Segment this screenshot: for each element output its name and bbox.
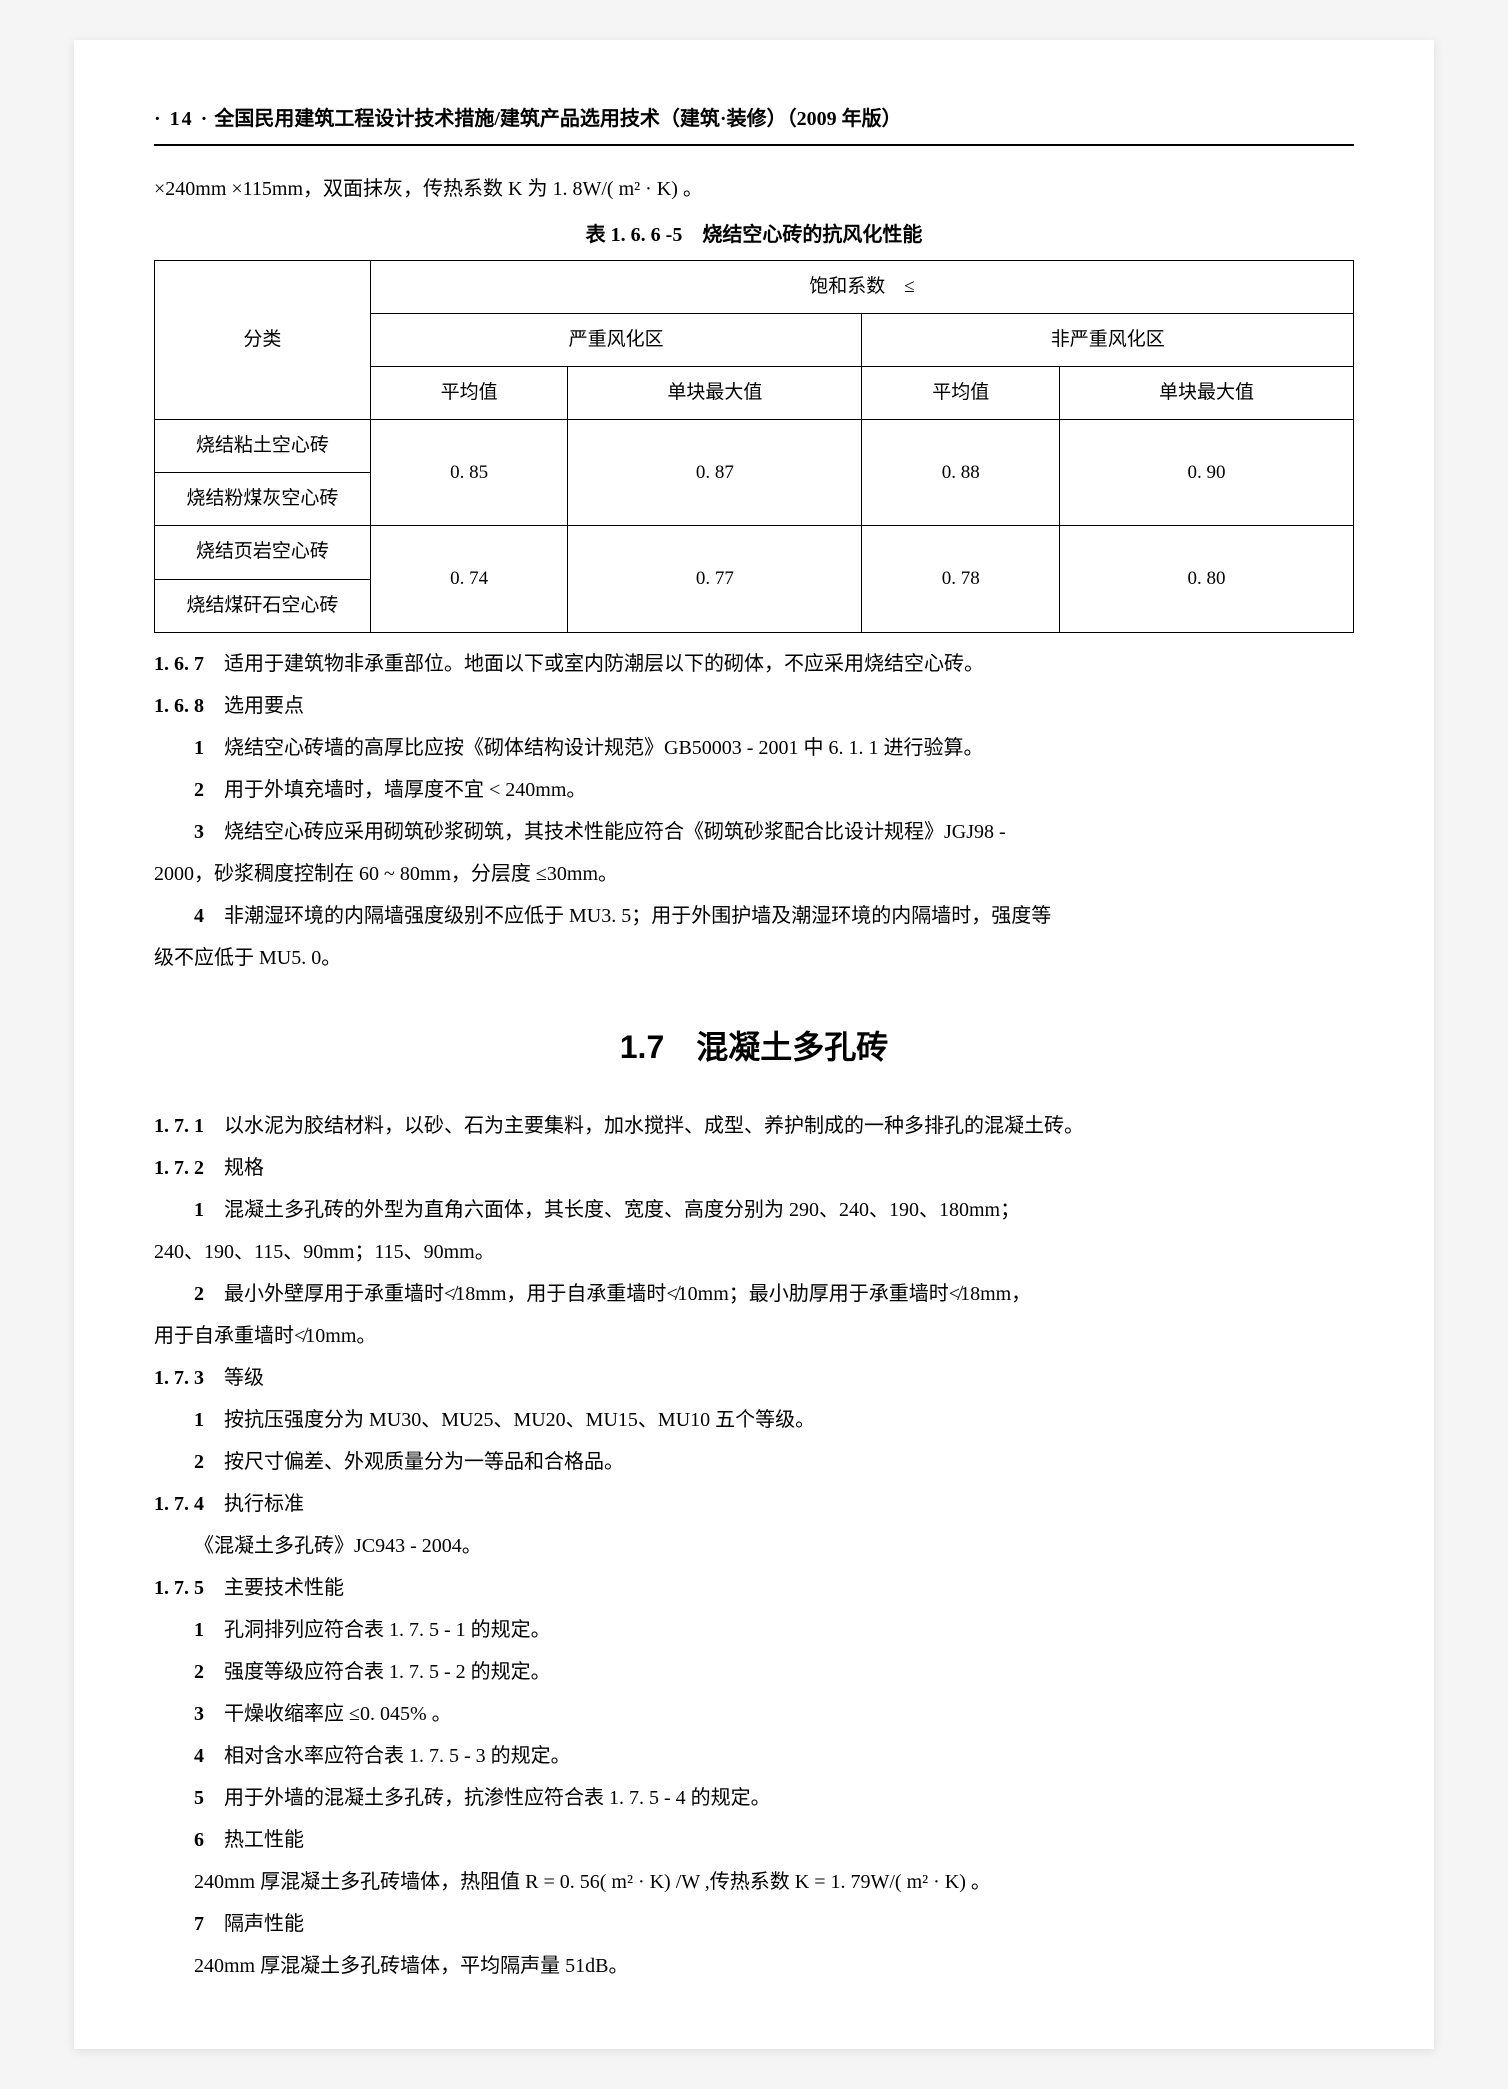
text: 烧结空心砖墙的高厚比应按《砌体结构设计规范》GB50003 - 2001 中 6… bbox=[224, 737, 983, 759]
col-class: 分类 bbox=[155, 261, 371, 420]
item-168-2: 2 用于外填充墙时，墙厚度不宜 < 240mm。 bbox=[154, 771, 1354, 809]
page-header: · 14 · 全国民用建筑工程设计技术措施/建筑产品选用技术（建筑·装修）（20… bbox=[154, 100, 1354, 146]
cell-value: 0. 77 bbox=[568, 526, 862, 632]
text: 干燥收缩率应 ≤0. 045% 。 bbox=[224, 1703, 452, 1725]
item-168-3-cont: 2000，砂浆稠度控制在 60 ~ 80mm，分层度 ≤30mm。 bbox=[154, 855, 1354, 893]
table-row: 烧结粘土空心砖 0. 85 0. 87 0. 88 0. 90 bbox=[155, 420, 1354, 473]
item-168-1: 1 烧结空心砖墙的高厚比应按《砌体结构设计规范》GB50003 - 2001 中… bbox=[154, 729, 1354, 767]
col-saturation: 饱和系数 ≤ bbox=[370, 261, 1353, 314]
text: 非潮湿环境的内隔墙强度级别不应低于 MU3. 5；用于外围护墙及潮湿环境的内隔墙… bbox=[224, 905, 1051, 927]
col-max1: 单块最大值 bbox=[568, 367, 862, 420]
text: 烧结空心砖应采用砌筑砂浆砌筑，其技术性能应符合《砌筑砂浆配合比设计规程》JGJ9… bbox=[224, 821, 1006, 843]
text: 按尺寸偏差、外观质量分为一等品和合格品。 bbox=[224, 1451, 624, 1473]
item-172-1-cont: 240、190、115、90mm；115、90mm。 bbox=[154, 1233, 1354, 1271]
text: 强度等级应符合表 1. 7. 5 - 2 的规定。 bbox=[224, 1661, 551, 1683]
item-172-2-cont: 用于自承重墙时≮10mm。 bbox=[154, 1317, 1354, 1355]
continuation-text: ×240mm ×115mm，双面抹灰，传热系数 K 为 1. 8W/( m² ·… bbox=[154, 170, 1354, 208]
cell-value: 0. 87 bbox=[568, 420, 862, 526]
paragraph-171: 1. 7. 1 以水泥为胶结材料，以砂、石为主要集料，加水搅拌、成型、养护制成的… bbox=[154, 1107, 1354, 1145]
text: 用于外填充墙时，墙厚度不宜 < 240mm。 bbox=[224, 779, 586, 801]
cell-value: 0. 80 bbox=[1060, 526, 1354, 632]
col-severe: 严重风化区 bbox=[370, 314, 862, 367]
section-title-17: 1.7 混凝土多孔砖 bbox=[154, 1017, 1354, 1078]
paragraph-172: 1. 7. 2 规格 bbox=[154, 1149, 1354, 1187]
item-175-7: 7 隔声性能 bbox=[154, 1905, 1354, 1943]
page-number: · 14 · bbox=[154, 108, 209, 130]
cell-value: 0. 85 bbox=[370, 420, 568, 526]
item-175-3: 3 干燥收缩率应 ≤0. 045% 。 bbox=[154, 1695, 1354, 1733]
col-nonsevere: 非严重风化区 bbox=[862, 314, 1354, 367]
text: 等级 bbox=[224, 1367, 264, 1389]
paragraph-173: 1. 7. 3 等级 bbox=[154, 1359, 1354, 1397]
text: 以水泥为胶结材料，以砂、石为主要集料，加水搅拌、成型、养护制成的一种多排孔的混凝… bbox=[224, 1115, 1084, 1137]
table-row: 烧结页岩空心砖 0. 74 0. 77 0. 78 0. 80 bbox=[155, 526, 1354, 579]
document-page: · 14 · 全国民用建筑工程设计技术措施/建筑产品选用技术（建筑·装修）（20… bbox=[74, 40, 1434, 2049]
weathering-table: 分类 饱和系数 ≤ 严重风化区 非严重风化区 平均值 单块最大值 平均值 单块最… bbox=[154, 260, 1354, 633]
item-175-1: 1 孔洞排列应符合表 1. 7. 5 - 1 的规定。 bbox=[154, 1611, 1354, 1649]
paragraph-175: 1. 7. 5 主要技术性能 bbox=[154, 1569, 1354, 1607]
row-name: 烧结粉煤灰空心砖 bbox=[155, 473, 371, 526]
text: 规格 bbox=[224, 1157, 264, 1179]
item-175-6a: 240mm 厚混凝土多孔砖墙体，热阻值 R = 0. 56( m² · K) /… bbox=[154, 1863, 1354, 1901]
cell-value: 0. 78 bbox=[862, 526, 1060, 632]
item-173-2: 2 按尺寸偏差、外观质量分为一等品和合格品。 bbox=[154, 1443, 1354, 1481]
item-168-3: 3 烧结空心砖应采用砌筑砂浆砌筑，其技术性能应符合《砌筑砂浆配合比设计规程》JG… bbox=[154, 813, 1354, 851]
item-172-2: 2 最小外壁厚用于承重墙时≮18mm，用于自承重墙时≮10mm；最小肋厚用于承重… bbox=[154, 1275, 1354, 1313]
text: 选用要点 bbox=[224, 695, 304, 717]
row-name: 烧结页岩空心砖 bbox=[155, 526, 371, 579]
paragraph-168: 1. 6. 8 选用要点 bbox=[154, 687, 1354, 725]
row-name: 烧结煤矸石空心砖 bbox=[155, 579, 371, 632]
text: 混凝土多孔砖的外型为直角六面体，其长度、宽度、高度分别为 290、240、190… bbox=[224, 1199, 1020, 1221]
item-175-7a: 240mm 厚混凝土多孔砖墙体，平均隔声量 51dB。 bbox=[154, 1947, 1354, 1985]
cell-value: 0. 74 bbox=[370, 526, 568, 632]
col-avg1: 平均值 bbox=[370, 367, 568, 420]
header-title: 全国民用建筑工程设计技术措施/建筑产品选用技术（建筑·装修）（2009 年版） bbox=[214, 108, 901, 130]
text: 主要技术性能 bbox=[224, 1577, 344, 1599]
text: 用于外墙的混凝土多孔砖，抗渗性应符合表 1. 7. 5 - 4 的规定。 bbox=[224, 1787, 771, 1809]
item-174-1: 《混凝土多孔砖》JC943 - 2004。 bbox=[154, 1527, 1354, 1565]
item-172-1: 1 混凝土多孔砖的外型为直角六面体，其长度、宽度、高度分别为 290、240、1… bbox=[154, 1191, 1354, 1229]
col-avg2: 平均值 bbox=[862, 367, 1060, 420]
text: 热工性能 bbox=[224, 1829, 304, 1851]
item-168-4: 4 非潮湿环境的内隔墙强度级别不应低于 MU3. 5；用于外围护墙及潮湿环境的内… bbox=[154, 897, 1354, 935]
cell-value: 0. 88 bbox=[862, 420, 1060, 526]
cell-value: 0. 90 bbox=[1060, 420, 1354, 526]
paragraph-174: 1. 7. 4 执行标准 bbox=[154, 1485, 1354, 1523]
text: 按抗压强度分为 MU30、MU25、MU20、MU15、MU10 五个等级。 bbox=[224, 1409, 815, 1431]
text: 隔声性能 bbox=[224, 1913, 304, 1935]
item-175-2: 2 强度等级应符合表 1. 7. 5 - 2 的规定。 bbox=[154, 1653, 1354, 1691]
item-175-5: 5 用于外墙的混凝土多孔砖，抗渗性应符合表 1. 7. 5 - 4 的规定。 bbox=[154, 1779, 1354, 1817]
text: 最小外壁厚用于承重墙时≮18mm，用于自承重墙时≮10mm；最小肋厚用于承重墙时… bbox=[224, 1283, 1031, 1305]
text: 相对含水率应符合表 1. 7. 5 - 3 的规定。 bbox=[224, 1745, 571, 1767]
text: 执行标准 bbox=[224, 1493, 304, 1515]
col-max2: 单块最大值 bbox=[1060, 367, 1354, 420]
item-168-4-cont: 级不应低于 MU5. 0。 bbox=[154, 939, 1354, 977]
table-row: 分类 饱和系数 ≤ bbox=[155, 261, 1354, 314]
paragraph-167: 1. 6. 7 适用于建筑物非承重部位。地面以下或室内防潮层以下的砌体，不应采用… bbox=[154, 645, 1354, 683]
text: 孔洞排列应符合表 1. 7. 5 - 1 的规定。 bbox=[224, 1619, 551, 1641]
table-caption: 表 1. 6. 6 -5 烧结空心砖的抗风化性能 bbox=[154, 216, 1354, 254]
item-175-6: 6 热工性能 bbox=[154, 1821, 1354, 1859]
item-175-4: 4 相对含水率应符合表 1. 7. 5 - 3 的规定。 bbox=[154, 1737, 1354, 1775]
row-name: 烧结粘土空心砖 bbox=[155, 420, 371, 473]
item-173-1: 1 按抗压强度分为 MU30、MU25、MU20、MU15、MU10 五个等级。 bbox=[154, 1401, 1354, 1439]
text: 适用于建筑物非承重部位。地面以下或室内防潮层以下的砌体，不应采用烧结空心砖。 bbox=[224, 653, 984, 675]
